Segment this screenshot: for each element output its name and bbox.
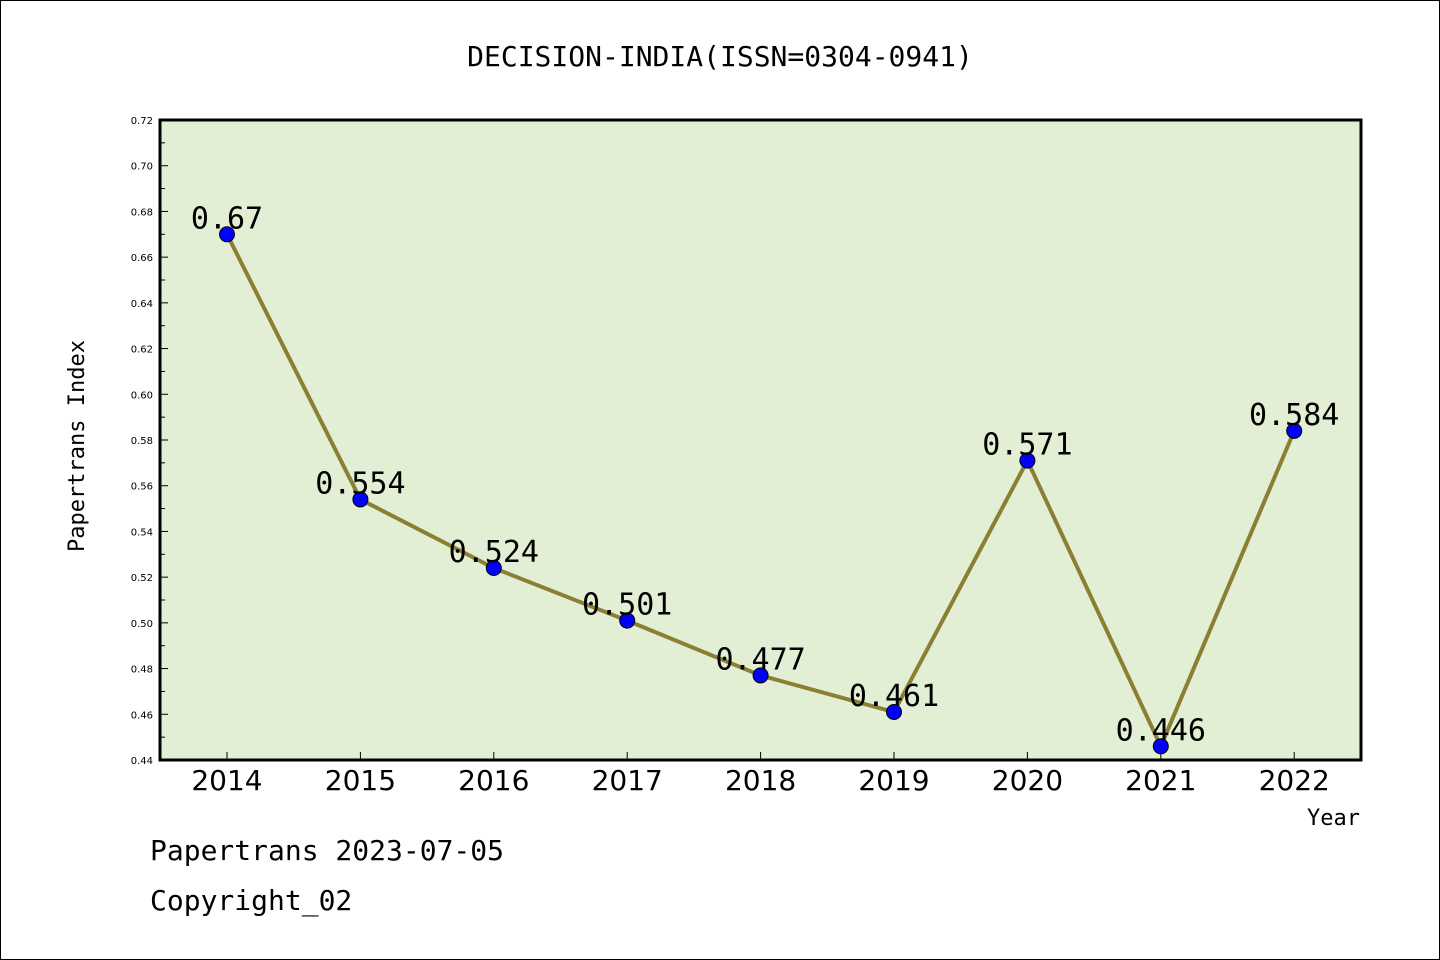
data-point bbox=[352, 491, 369, 508]
x-tick-label: 2019 bbox=[858, 764, 929, 797]
data-label: 0.571 bbox=[982, 428, 1072, 463]
plot-area bbox=[158, 118, 1363, 762]
data-point bbox=[1286, 422, 1303, 439]
x-axis-label: Year bbox=[1307, 806, 1360, 831]
data-label: 0.501 bbox=[582, 588, 672, 623]
data-label: 0.67 bbox=[191, 201, 263, 236]
x-tick-label: 2020 bbox=[992, 764, 1063, 797]
y-tick-label: 0.52 bbox=[131, 573, 153, 584]
y-tick-label: 0.50 bbox=[131, 619, 153, 630]
x-tick-label: 2021 bbox=[1125, 764, 1196, 797]
y-tick-label: 0.58 bbox=[131, 436, 153, 447]
data-point bbox=[1152, 738, 1169, 755]
y-axis-label: Papertrans Index bbox=[65, 340, 90, 552]
chart-title: DECISION-INDIA(ISSN=0304-0941) bbox=[467, 40, 973, 73]
footer-copyright: Copyright_02 bbox=[150, 884, 353, 917]
x-axis: 2014 2015 2016 2017 2018 2019 2020 2021 2022 bbox=[191, 752, 1330, 797]
y-tick-label: 0.44 bbox=[131, 756, 153, 767]
y-tick-label: 0.70 bbox=[131, 162, 153, 173]
x-tick-label: 2014 bbox=[191, 764, 262, 797]
y-tick-label: 0.62 bbox=[131, 345, 153, 356]
data-point bbox=[752, 667, 769, 684]
x-tick-label: 2018 bbox=[725, 764, 796, 797]
data-point bbox=[485, 560, 502, 576]
data-label: 0.584 bbox=[1249, 398, 1339, 433]
x-tick-label: 2015 bbox=[325, 764, 396, 797]
data-point bbox=[886, 704, 902, 720]
y-tick-label: 0.54 bbox=[131, 527, 153, 538]
data-point bbox=[219, 226, 235, 243]
y-tick-label: 0.66 bbox=[131, 253, 153, 264]
data-label: 0.554 bbox=[315, 466, 405, 501]
y-tick-label: 0.48 bbox=[131, 665, 153, 676]
data-point bbox=[1019, 452, 1036, 469]
y-tick-label: 0.60 bbox=[131, 390, 153, 401]
y-tick-label: 0.72 bbox=[131, 116, 153, 127]
series: 0.67 0.554 0.524 0.501 0.477 0.461 0.571 0.446 0… bbox=[191, 201, 1339, 755]
data-label: 0.477 bbox=[715, 642, 805, 677]
data-label: 0.461 bbox=[849, 679, 939, 714]
y-axis: 0.44 0.46 0.48 0.50 0.52 0.54 0.56 0.58 0.60 0.62… bbox=[131, 116, 168, 767]
footer-date: Papertrans 2023-07-05 bbox=[150, 834, 505, 867]
x-tick-label: 2022 bbox=[1259, 764, 1330, 797]
x-tick-label: 2016 bbox=[458, 764, 529, 797]
y-tick-label: 0.56 bbox=[131, 482, 153, 493]
data-point bbox=[619, 612, 636, 629]
y-tick-label: 0.64 bbox=[131, 299, 153, 310]
data-label: 0.524 bbox=[449, 535, 539, 570]
y-tick-label: 0.46 bbox=[131, 710, 153, 721]
y-tick-label: 0.68 bbox=[131, 207, 153, 218]
data-label: 0.446 bbox=[1116, 713, 1206, 748]
x-tick-label: 2017 bbox=[592, 764, 663, 797]
